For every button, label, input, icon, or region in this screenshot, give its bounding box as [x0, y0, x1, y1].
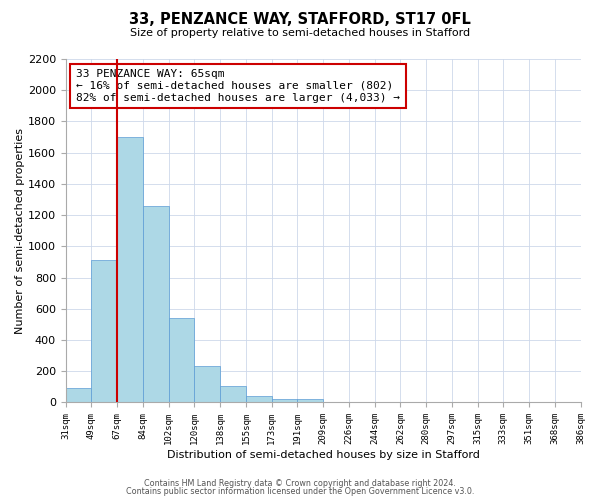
Bar	[117, 137, 143, 402]
X-axis label: Distribution of semi-detached houses by size in Stafford: Distribution of semi-detached houses by …	[167, 450, 479, 460]
Bar	[194, 366, 220, 403]
Text: Size of property relative to semi-detached houses in Stafford: Size of property relative to semi-detach…	[130, 28, 470, 38]
Bar	[143, 206, 169, 402]
Y-axis label: Number of semi-detached properties: Number of semi-detached properties	[15, 128, 25, 334]
Bar	[220, 386, 246, 402]
Text: Contains HM Land Registry data © Crown copyright and database right 2024.: Contains HM Land Registry data © Crown c…	[144, 478, 456, 488]
Bar	[169, 318, 194, 402]
Text: 33, PENZANCE WAY, STAFFORD, ST17 0FL: 33, PENZANCE WAY, STAFFORD, ST17 0FL	[129, 12, 471, 28]
Bar	[272, 400, 298, 402]
Text: 33 PENZANCE WAY: 65sqm
← 16% of semi-detached houses are smaller (802)
82% of se: 33 PENZANCE WAY: 65sqm ← 16% of semi-det…	[76, 70, 400, 102]
Bar	[246, 396, 272, 402]
Text: Contains public sector information licensed under the Open Government Licence v3: Contains public sector information licen…	[126, 487, 474, 496]
Bar	[66, 388, 91, 402]
Bar	[91, 260, 117, 402]
Bar	[298, 400, 323, 402]
